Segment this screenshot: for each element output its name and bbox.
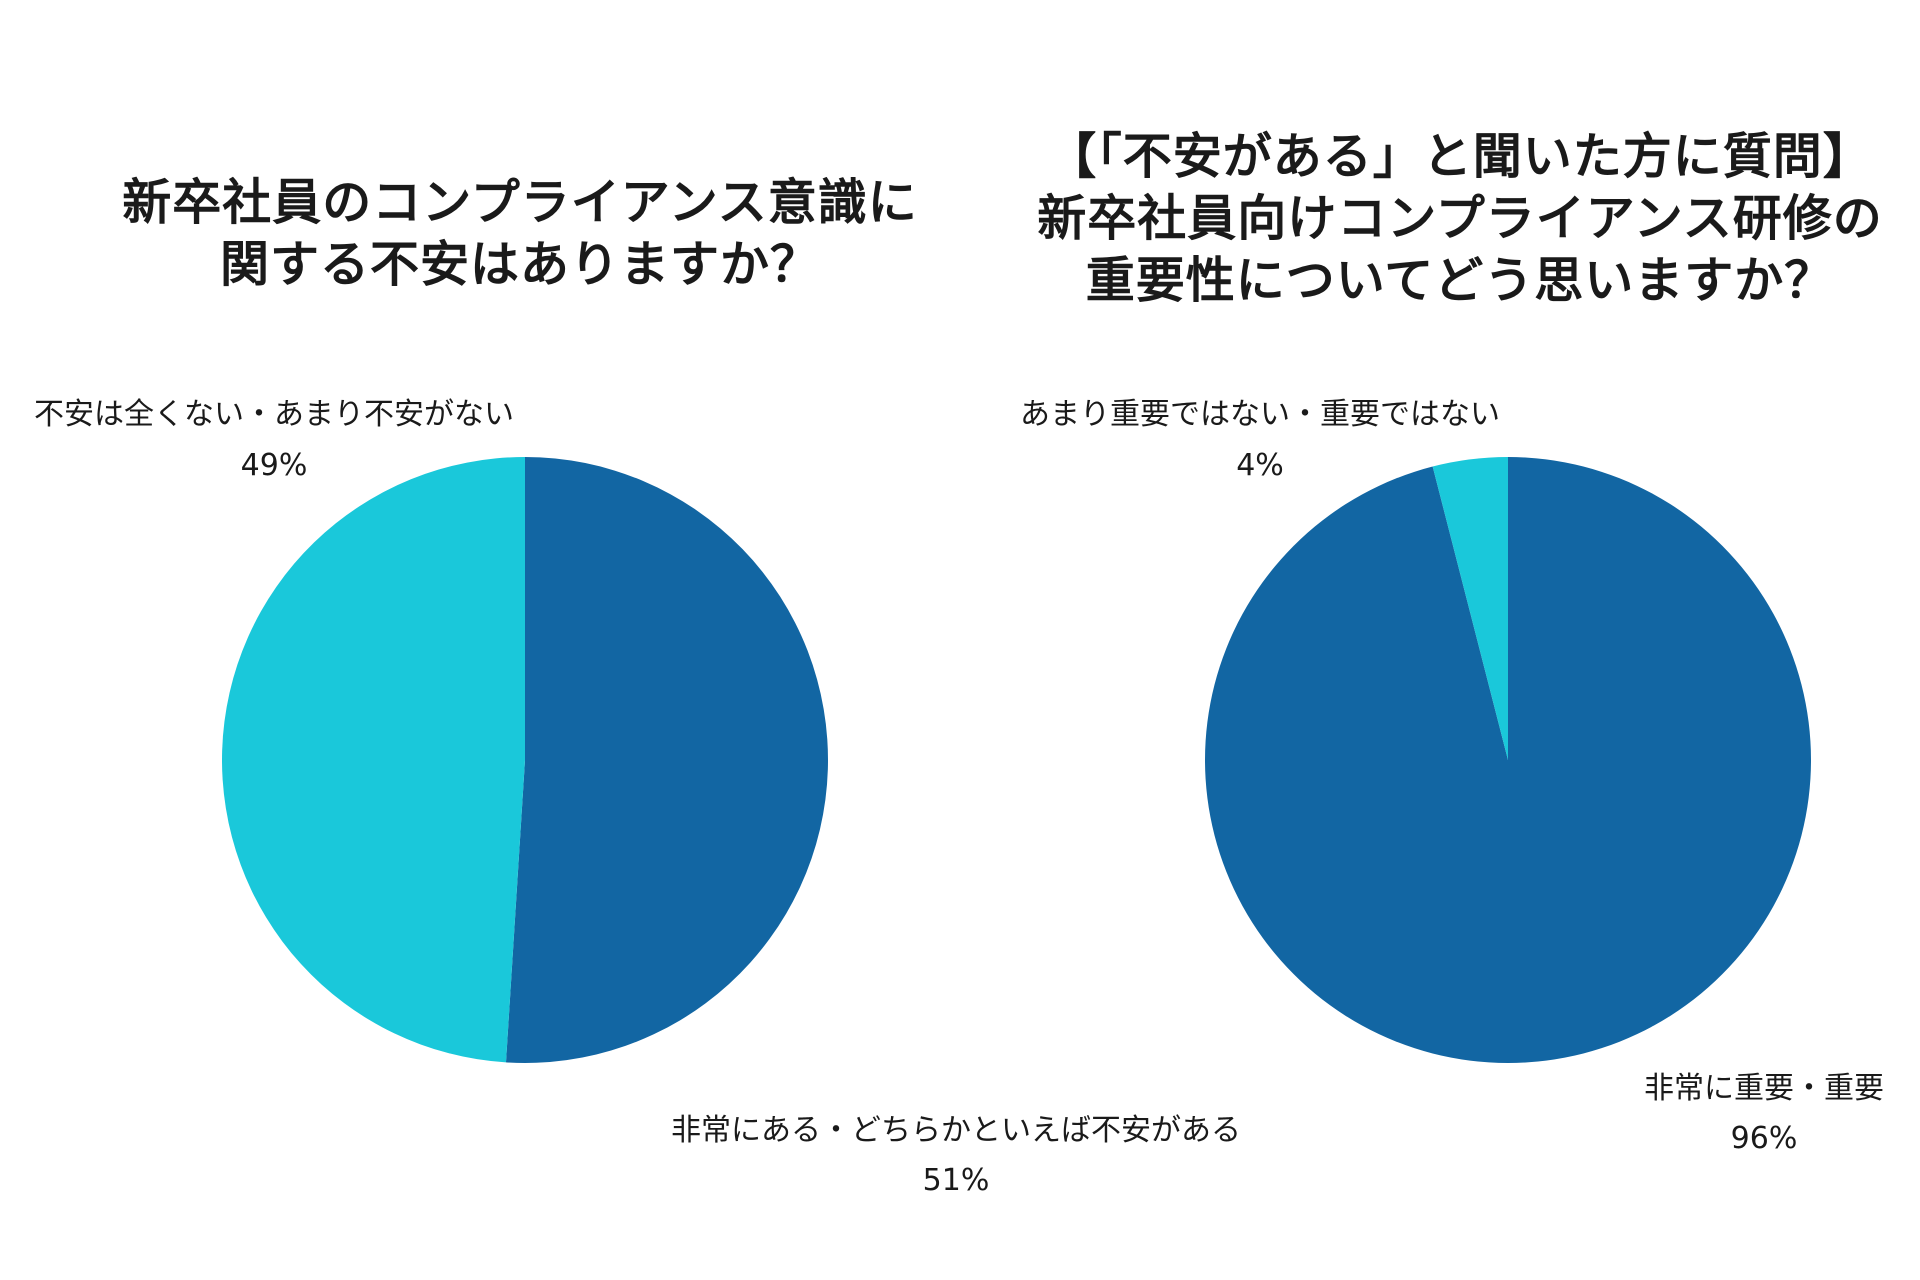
pie-chart-left: [222, 457, 829, 1063]
value-right-not-important: 4%: [1236, 448, 1284, 483]
label-left-not-anxious: 不安は全くない・あまり不安がない: [34, 397, 514, 432]
value-right-important: 96%: [1731, 1121, 1798, 1156]
chart-title-right: 【「不安がある」と聞いた方に質問】 新卒社員向けコンプライアンス研修の 重要性に…: [1000, 126, 1920, 312]
chart-title-left-line-1: 新卒社員のコンプライアンス意識に: [122, 174, 918, 231]
chart-title-right-line-2: 新卒社員向けコンプライアンス研修の: [1037, 190, 1883, 247]
label-right-not-important: あまり重要ではない・重要ではない: [1020, 397, 1500, 432]
slice-right-not-important: [1432, 457, 1508, 760]
value-left-anxious: 51%: [923, 1163, 990, 1198]
pie-chart-right: [1205, 457, 1812, 1063]
label-right-important: 非常に重要・重要: [1644, 1071, 1884, 1106]
slice-left-not-anxious: [222, 457, 525, 1063]
slice-left-anxious: [505, 457, 829, 1063]
value-left-not-anxious: 49%: [241, 448, 308, 483]
chart-title-left-line-2: 関する不安はありますか？: [219, 236, 820, 293]
chart-title-right-line-3: 重要性についてどう思いますか？: [1085, 252, 1835, 309]
chart-title-right-line-1: 【「不安がある」と聞いた方に質問】: [1047, 128, 1873, 185]
chart-title-left: 新卒社員のコンプライアンス意識に 関する不安はありますか？: [70, 172, 970, 296]
label-left-anxious: 非常にある・どちらかといえば不安がある: [671, 1113, 1241, 1148]
